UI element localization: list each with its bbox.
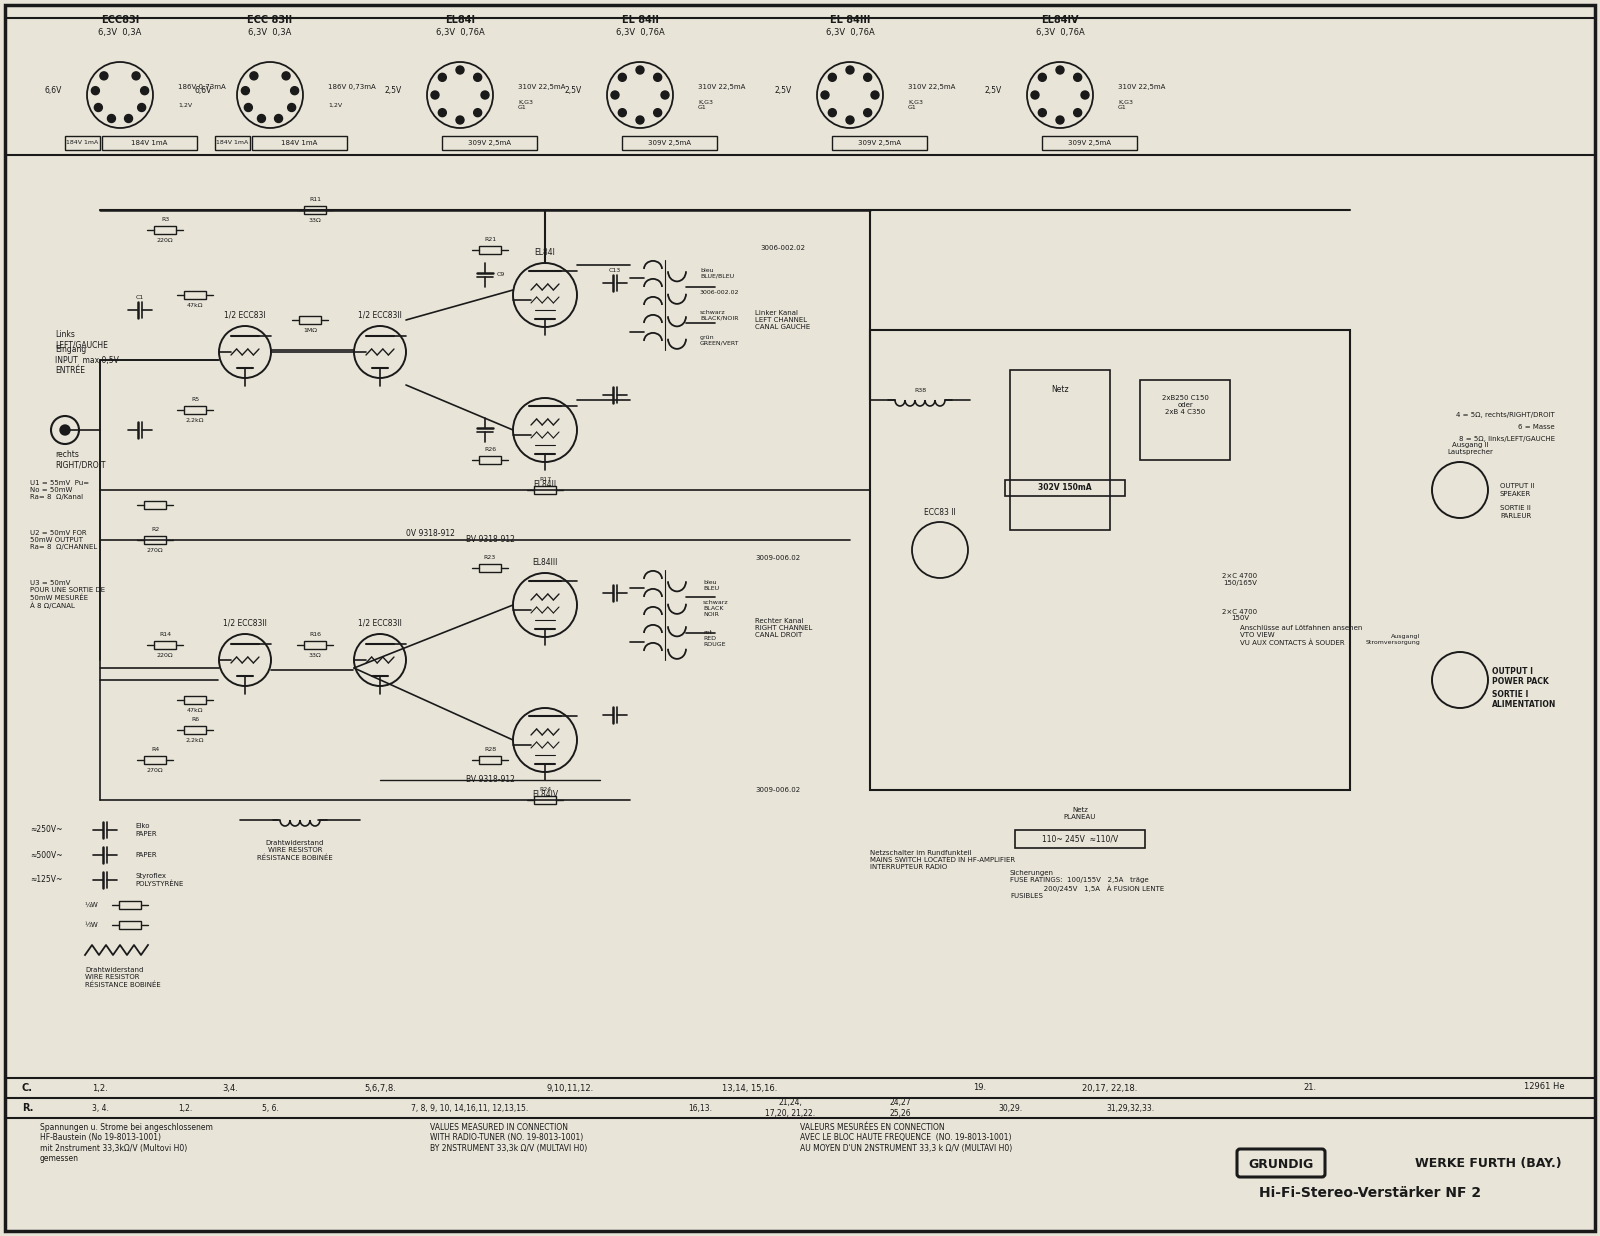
Bar (299, 316, 322, 324)
Text: EL84IV: EL84IV (1042, 15, 1078, 25)
Circle shape (245, 104, 253, 111)
Text: SORTIE I: SORTIE I (1491, 690, 1528, 700)
Circle shape (125, 115, 133, 122)
Text: 3,4.: 3,4. (222, 1084, 238, 1093)
Text: 1,2V: 1,2V (328, 103, 342, 108)
Text: Anschlüsse auf Lötfahnen ansehen
VTO VIEW
VU AUX CONTACTS À SOUDER: Anschlüsse auf Lötfahnen ansehen VTO VIE… (1240, 625, 1362, 645)
FancyBboxPatch shape (1237, 1149, 1325, 1177)
Text: 220Ω: 220Ω (157, 239, 173, 243)
Text: 310V 22,5mA: 310V 22,5mA (518, 84, 565, 90)
Text: 220Ω: 220Ω (157, 653, 173, 658)
Text: PAPER: PAPER (134, 852, 157, 858)
Text: 2,5V: 2,5V (565, 85, 582, 94)
Text: 33Ω: 33Ω (309, 218, 322, 222)
Bar (478, 756, 501, 764)
Text: Hi-Fi-Stereo-Verstärker NF 2: Hi-Fi-Stereo-Verstärker NF 2 (1259, 1187, 1482, 1200)
Bar (154, 641, 176, 649)
Text: 47kΩ: 47kΩ (187, 303, 203, 308)
Circle shape (242, 87, 250, 95)
Circle shape (141, 87, 149, 95)
Text: R2: R2 (150, 527, 158, 531)
Text: 3009-006.02: 3009-006.02 (755, 787, 800, 794)
Circle shape (654, 109, 662, 116)
Text: EL 84III: EL 84III (830, 15, 870, 25)
Text: 309V 2,5mA: 309V 2,5mA (648, 140, 691, 146)
Text: 3006-002.02: 3006-002.02 (760, 245, 805, 251)
Text: 6,3V  0,76A: 6,3V 0,76A (616, 28, 664, 37)
Text: EL84II: EL84II (533, 480, 557, 489)
Circle shape (829, 73, 837, 82)
Text: 5,6,7,8.: 5,6,7,8. (365, 1084, 395, 1093)
Text: ½W: ½W (85, 922, 99, 928)
Text: 6 = Masse: 6 = Masse (1518, 424, 1555, 430)
Text: Styroflex
POLYSTYRÈNE: Styroflex POLYSTYRÈNE (134, 873, 184, 886)
Text: 110~ 245V  ≈110/V: 110~ 245V ≈110/V (1042, 834, 1118, 843)
Bar (534, 486, 557, 494)
Text: schwarz
BLACK
NOIR: schwarz BLACK NOIR (702, 599, 728, 617)
Text: Netz
PLANEAU: Netz PLANEAU (1064, 807, 1096, 819)
Bar (304, 206, 326, 214)
Text: 12961 He: 12961 He (1525, 1082, 1565, 1091)
Text: 270Ω: 270Ω (147, 548, 163, 552)
Text: R6: R6 (190, 717, 198, 722)
Text: schwarz
BLACK/NOIR: schwarz BLACK/NOIR (701, 310, 739, 321)
Circle shape (99, 72, 107, 80)
Circle shape (107, 115, 115, 122)
Text: Sicherungen
FUSE RATINGS:  100/155V   2,5A   träge
               200/245V   1,5: Sicherungen FUSE RATINGS: 100/155V 2,5A … (1010, 870, 1165, 899)
Text: ECC83I: ECC83I (101, 15, 139, 25)
Text: 2,5V: 2,5V (774, 85, 792, 94)
Text: 13,14, 15,16.: 13,14, 15,16. (722, 1084, 778, 1093)
Text: 6,3V  0,76A: 6,3V 0,76A (1035, 28, 1085, 37)
Bar (144, 756, 166, 764)
Text: 7, 8, 9, 10, 14,16,11, 12,13,15.: 7, 8, 9, 10, 14,16,11, 12,13,15. (411, 1104, 528, 1112)
Circle shape (456, 116, 464, 124)
Circle shape (864, 109, 872, 116)
Text: 310V 22,5mA: 310V 22,5mA (698, 84, 746, 90)
Bar (184, 290, 206, 299)
Text: ≈500V~: ≈500V~ (30, 850, 62, 859)
Bar (184, 726, 206, 734)
Text: 186V 0,73mA: 186V 0,73mA (328, 84, 376, 90)
Text: 3009-006.02: 3009-006.02 (755, 555, 800, 561)
Text: 31,29,32,33.: 31,29,32,33. (1106, 1104, 1154, 1112)
Bar (154, 226, 176, 234)
Bar (66, 136, 99, 150)
Text: 1/2 ECC83II: 1/2 ECC83II (358, 311, 402, 320)
Text: R38: R38 (914, 388, 926, 393)
Text: 310V 22,5mA: 310V 22,5mA (909, 84, 955, 90)
Bar (214, 136, 250, 150)
Text: 8 = 5Ω, links/LEFT/GAUCHE: 8 = 5Ω, links/LEFT/GAUCHE (1459, 436, 1555, 442)
Text: rechts
RIGHT/DROIT: rechts RIGHT/DROIT (54, 450, 106, 470)
Text: R.: R. (22, 1103, 34, 1112)
Bar (478, 456, 501, 464)
Text: 2,5V: 2,5V (384, 85, 402, 94)
Text: ¼W: ¼W (85, 902, 99, 908)
Bar (118, 901, 141, 908)
Bar (118, 921, 141, 929)
Text: R5: R5 (190, 397, 198, 402)
Bar (304, 641, 326, 649)
Bar (1042, 136, 1138, 150)
Circle shape (846, 66, 854, 74)
Text: 3, 4.: 3, 4. (91, 1104, 109, 1112)
Text: grün
GREEN/VERT: grün GREEN/VERT (701, 335, 739, 346)
Text: U2 = 50mV FOR
50mW OUTPUT
Ra= 8  Ω/CHANNEL: U2 = 50mV FOR 50mW OUTPUT Ra= 8 Ω/CHANNE… (30, 530, 98, 550)
Text: Netz: Netz (1051, 386, 1069, 394)
Text: Eingang
INPUT  max.0,5V
ENTRÉE: Eingang INPUT max.0,5V ENTRÉE (54, 345, 118, 375)
Text: WERKE FURTH (BAY.): WERKE FURTH (BAY.) (1414, 1157, 1562, 1170)
Text: Spannungen u. Strome bei angeschlossenem
HF-Baustein (No 19-8013-1001)
mit 2nstr: Spannungen u. Strome bei angeschlossenem… (40, 1124, 213, 1163)
Circle shape (456, 66, 464, 74)
Circle shape (611, 91, 619, 99)
Circle shape (1038, 73, 1046, 82)
Bar (1014, 831, 1146, 848)
Text: R26: R26 (483, 447, 496, 452)
Circle shape (1038, 109, 1046, 116)
Text: 309V 2,5mA: 309V 2,5mA (858, 140, 901, 146)
Text: R24: R24 (539, 787, 550, 792)
Text: ≈250V~: ≈250V~ (30, 826, 62, 834)
Text: 1,2V: 1,2V (178, 103, 192, 108)
Circle shape (61, 425, 70, 435)
Text: R4: R4 (150, 747, 158, 751)
Text: SORTIE II
PARLEUR: SORTIE II PARLEUR (1501, 506, 1531, 518)
Text: 1/2 ECC83II: 1/2 ECC83II (358, 619, 402, 628)
